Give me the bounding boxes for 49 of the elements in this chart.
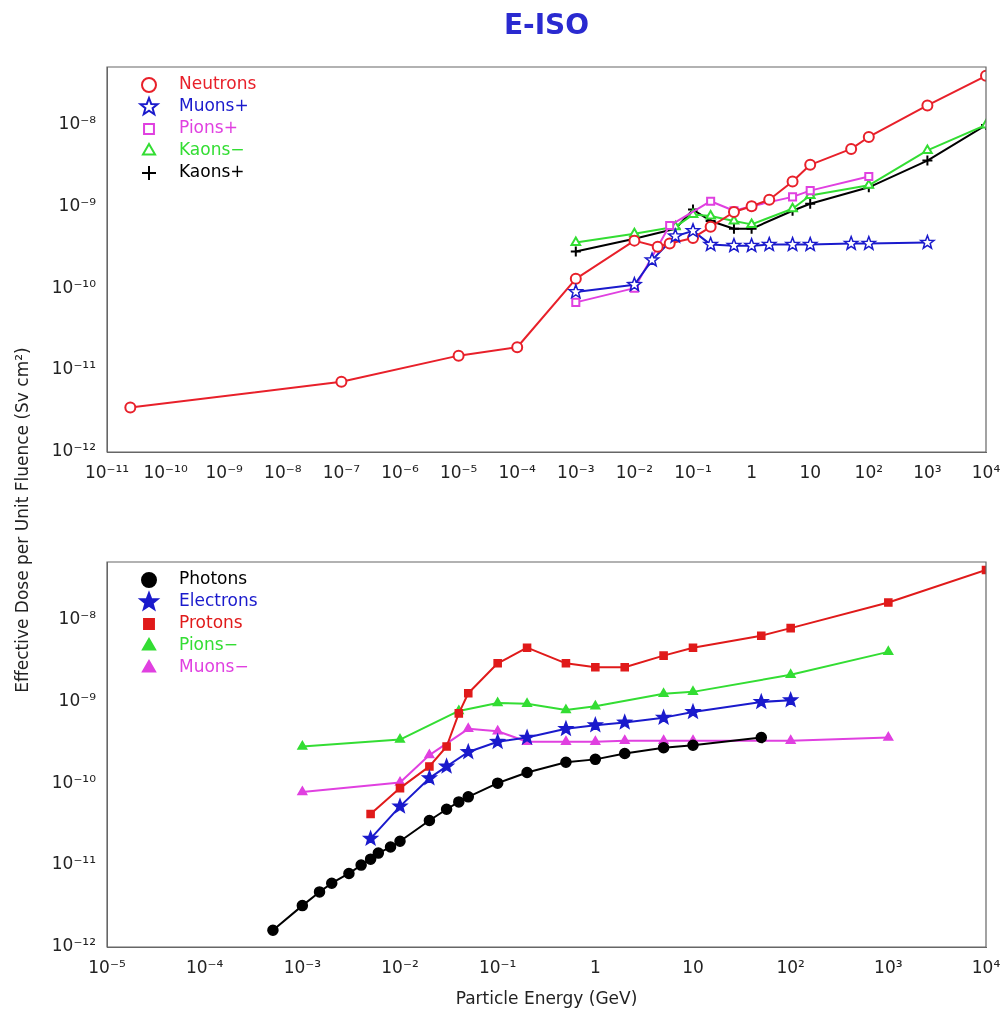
legend-label: Pions+ xyxy=(179,117,238,138)
x-tick-label: 10⁻⁶ xyxy=(381,461,419,482)
x-tick-label: 10⁻⁸ xyxy=(264,461,302,482)
x-tick-label: 1 xyxy=(746,461,758,482)
y-tick-label: 10⁻⁹ xyxy=(58,689,97,710)
x-tick-label: 10⁴ xyxy=(971,461,1001,482)
x-tick-label: 10⁻⁵ xyxy=(88,956,126,977)
x-tick-label: 10⁻² xyxy=(381,956,419,977)
y-tick-label: 10⁻⁸ xyxy=(58,607,97,628)
y-tick-label: 10⁻¹¹ xyxy=(51,853,96,874)
y-tick-label: 10⁻⁹ xyxy=(58,194,97,215)
x-tick-label: 10³ xyxy=(874,956,903,977)
x-tick-label: 10⁻¹ xyxy=(674,461,712,482)
x-tick-label: 10⁻³ xyxy=(557,461,595,482)
x-tick-label: 10⁻⁵ xyxy=(439,461,478,482)
y-tick-label: 10⁻¹¹ xyxy=(51,358,96,379)
x-tick-label: 10⁻¹¹ xyxy=(84,461,130,482)
x-tick-label: 10⁻¹⁰ xyxy=(143,461,188,482)
y-tick-label: 10⁻¹⁰ xyxy=(51,771,97,792)
x-tick-label: 10² xyxy=(776,956,805,977)
legend-label: Kaons− xyxy=(179,139,245,160)
x-tick-label: 10 xyxy=(799,461,822,482)
x-tick-label: 10⁻³ xyxy=(283,956,322,977)
x-tick-label: 10 xyxy=(682,956,704,977)
legend-label: Kaons+ xyxy=(179,161,245,182)
y-tick-label: 10⁻¹² xyxy=(51,440,96,461)
legend-label: Neutrons xyxy=(179,73,257,94)
x-tick-label: 10⁻¹ xyxy=(478,956,517,977)
y-axis-title: Effective Dose per Unit Fluence (Sv cm²) xyxy=(12,347,32,693)
x-tick-label: 10² xyxy=(854,461,884,482)
legend-label: Muons+ xyxy=(179,95,249,116)
y-tick-label: 10⁻¹² xyxy=(51,935,96,956)
x-tick-label: 10⁻⁹ xyxy=(205,461,244,482)
x-tick-label: 1 xyxy=(589,956,601,977)
x-tick-label: 10⁻² xyxy=(615,461,654,482)
x-tick-label: 10⁴ xyxy=(971,956,1001,977)
y-tick-label: 10⁻¹⁰ xyxy=(51,276,97,297)
legend-label: Pions− xyxy=(179,634,238,655)
legend-label: Electrons xyxy=(179,590,258,611)
x-tick-label: 10⁻⁷ xyxy=(322,461,361,482)
x-tick-label: 10⁻⁴ xyxy=(185,956,224,977)
y-tick-label: 10⁻⁸ xyxy=(58,112,97,133)
chart-title: E-ISO xyxy=(502,8,591,41)
legend-label: Protons xyxy=(179,612,243,633)
x-tick-label: 10⁻⁴ xyxy=(498,461,537,482)
legend-label: Muons− xyxy=(179,656,249,677)
x-axis-title: Particle Energy (GeV) xyxy=(455,988,638,1009)
x-tick-label: 10³ xyxy=(913,461,942,482)
legend-label: Photons xyxy=(179,568,248,589)
